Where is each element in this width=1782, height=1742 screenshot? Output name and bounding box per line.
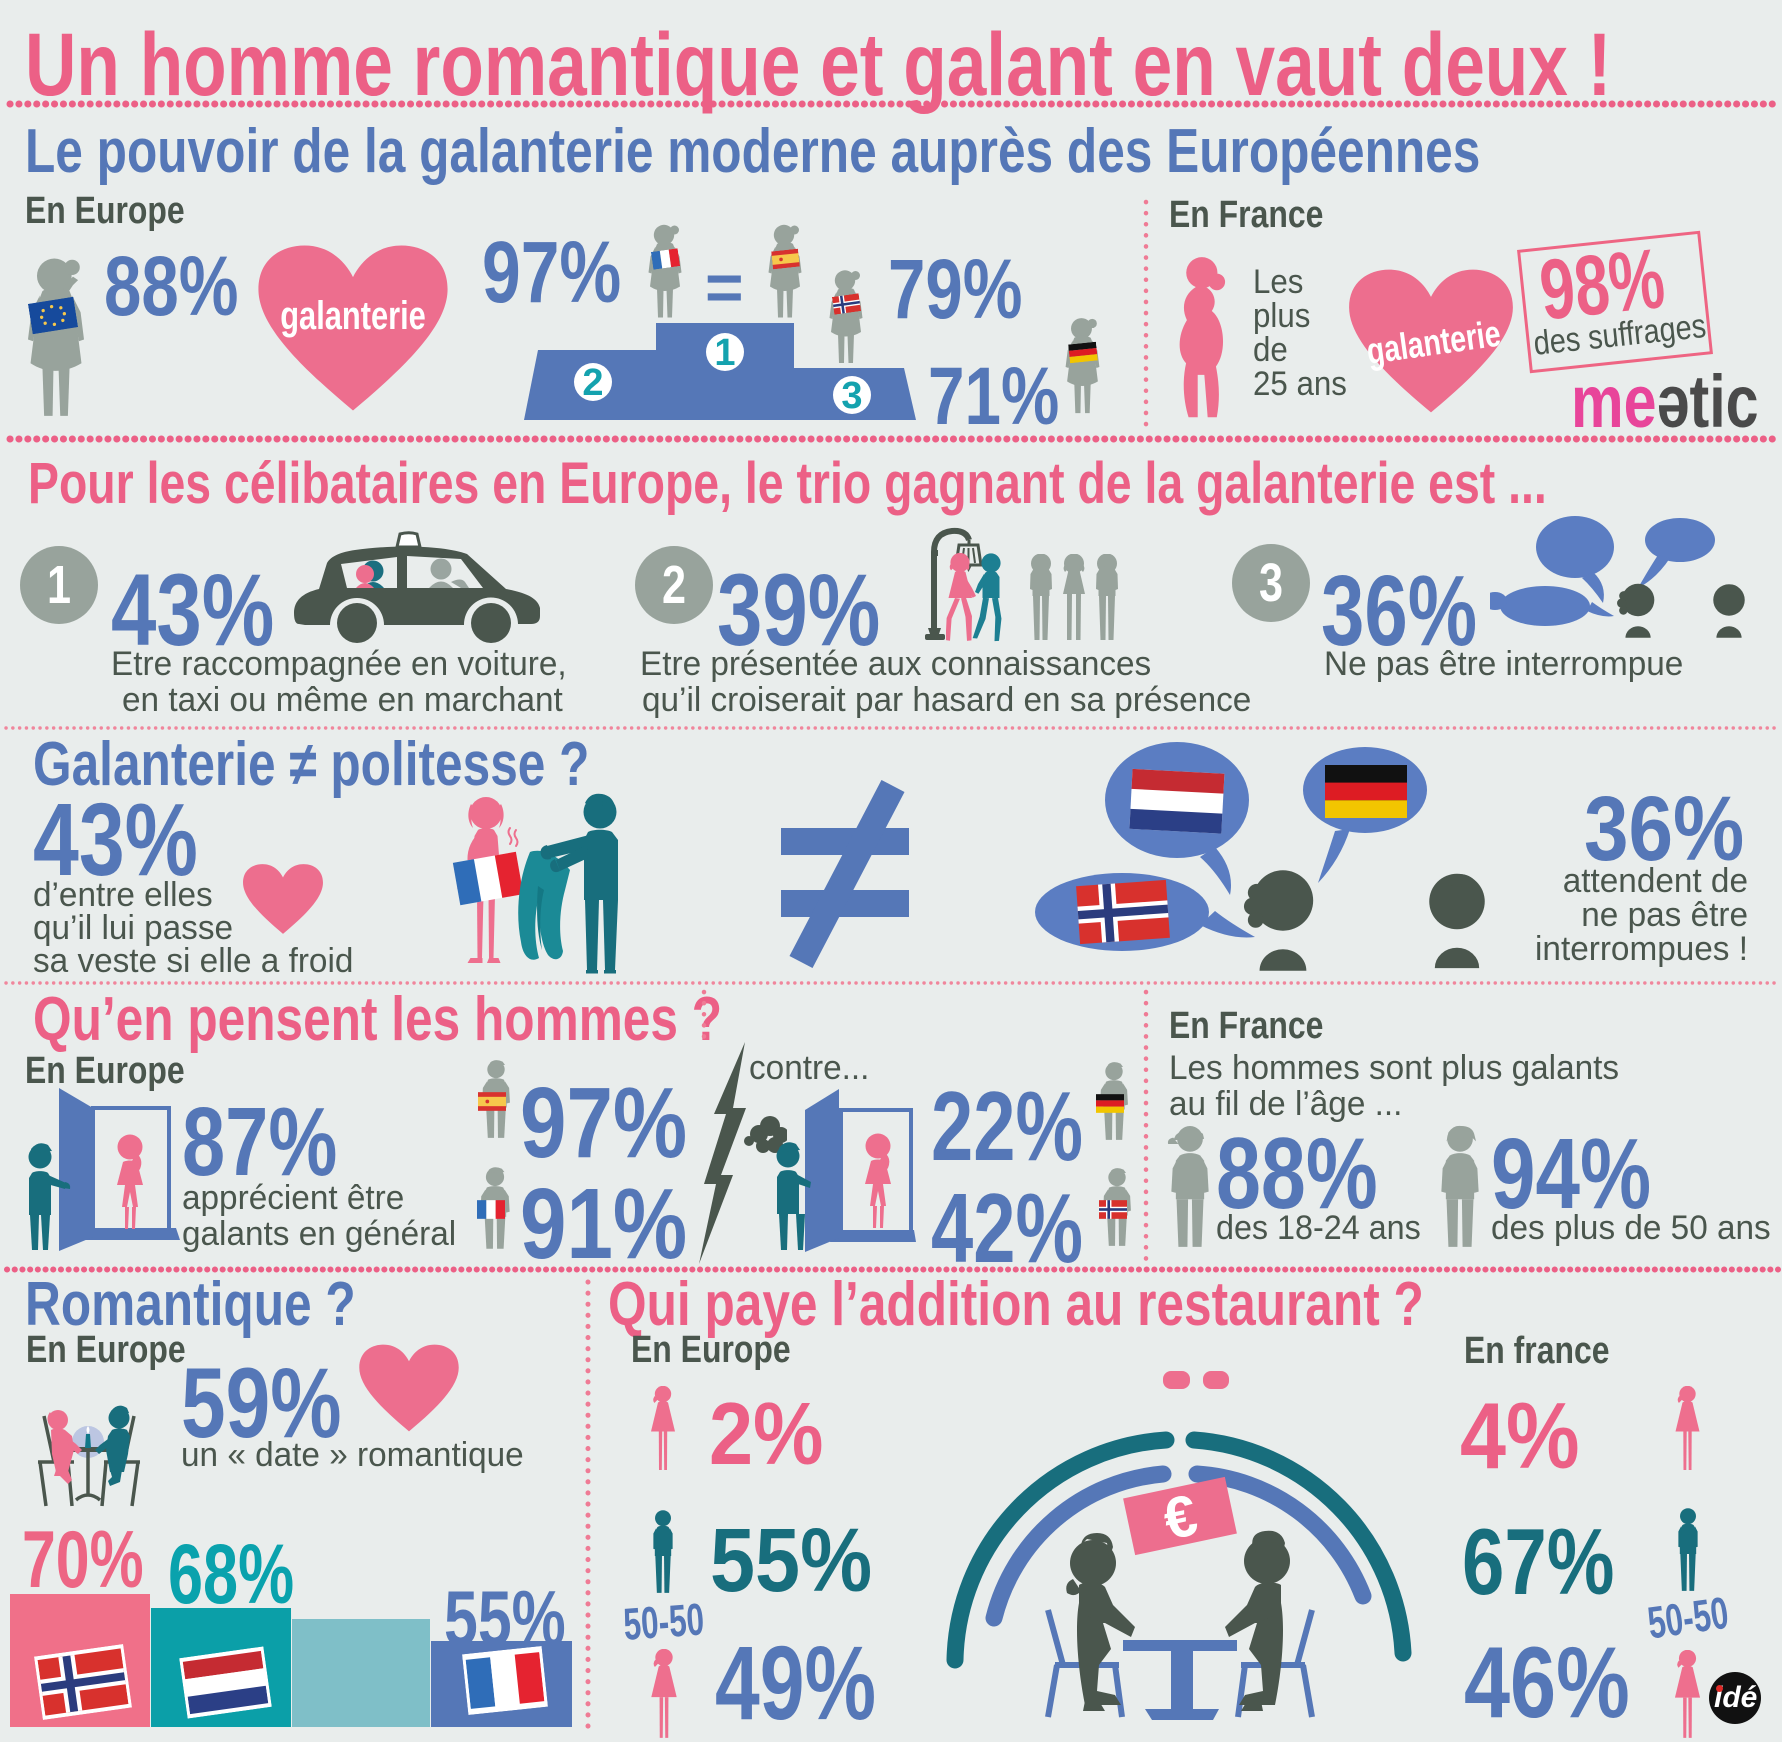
- svg-text:1: 1: [714, 332, 735, 374]
- svg-text:2: 2: [582, 362, 603, 404]
- svg-text:3: 3: [841, 375, 862, 417]
